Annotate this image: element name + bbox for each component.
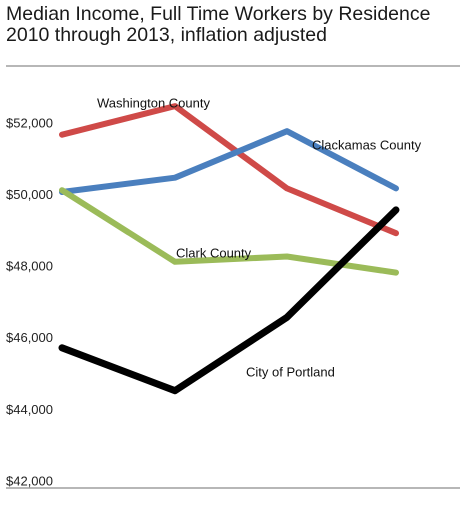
y-tick-label: $42,000 [6,473,53,488]
y-tick-label: $44,000 [6,402,53,417]
series-label: City of Portland [246,364,335,379]
y-tick-label: $50,000 [6,187,53,202]
y-tick-label: $46,000 [6,330,53,345]
series-label: Clackamas County [312,137,422,152]
chart-title-block: Median Income, Full Time Workers by Resi… [6,4,462,46]
chart-title: Median Income, Full Time Workers by Resi… [6,3,431,25]
series-label: Clark County [176,245,252,260]
chart-subtitle: 2010 through 2013, inflation adjusted [6,24,327,46]
series-line-city-of-portland [58,206,400,395]
y-tick-label: $48,000 [6,259,53,274]
series-line-clackamas-county [59,128,399,195]
series-label: Washington County [97,95,210,110]
series-line-washington-county [59,103,399,237]
y-tick-label: $52,000 [6,115,53,130]
